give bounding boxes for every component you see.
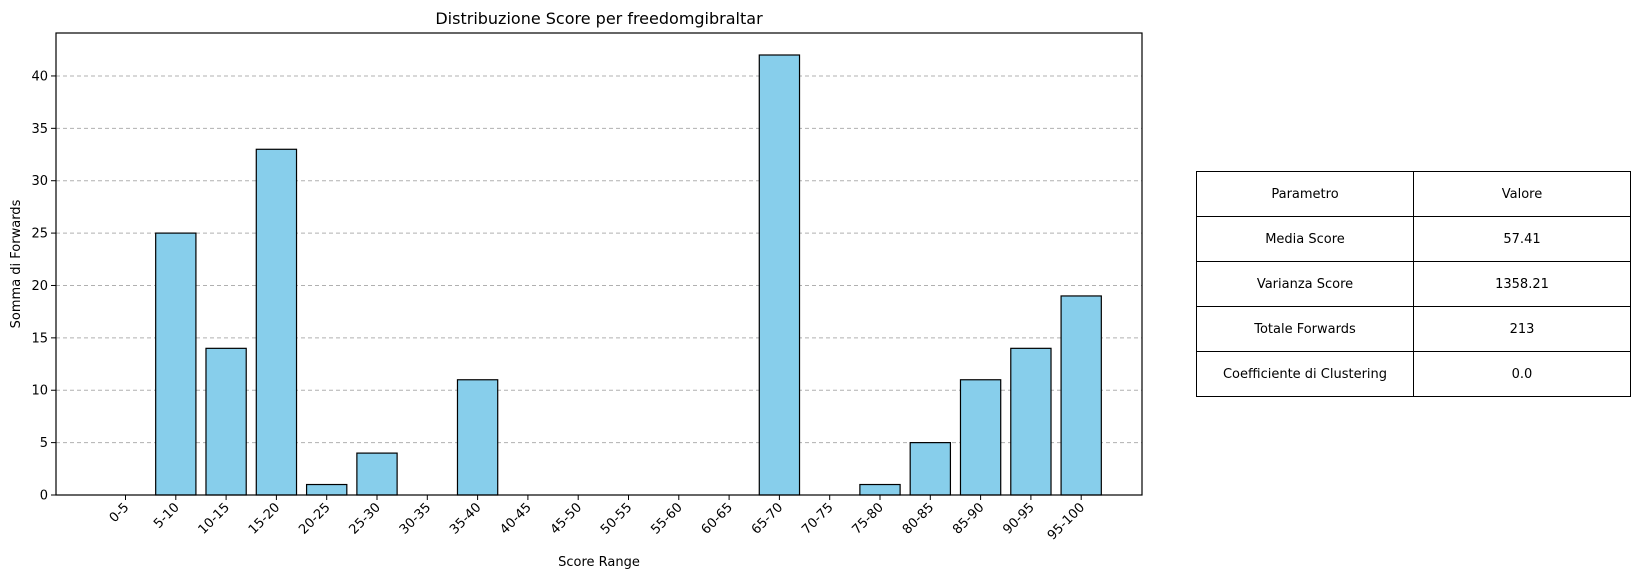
y-tick-label: 10 [31,384,48,399]
x-tick-label: 10-15 [196,500,233,537]
table-row: Varianza Score 1358.21 [1196,261,1631,307]
x-tick-label: 0-5 [107,500,133,526]
x-tick-label: 90-95 [1000,500,1037,537]
y-axis-ticks: 0 5 10 15 20 25 30 35 40 [31,69,56,504]
x-axis-label: Score Range [558,555,640,570]
x-tick-label: 55-60 [648,500,685,537]
bars [155,54,1102,496]
x-tick-label: 75-80 [850,500,887,537]
table-cell-param: Varianza Score [1196,261,1414,307]
x-tick-label: 40-45 [497,500,534,537]
x-tick-label: 5-10 [151,500,182,531]
table-row: Coefficiente di Clustering 0.0 [1196,351,1631,397]
x-tick-label: 80-85 [900,500,937,537]
y-tick-label: 0 [40,489,48,504]
bar-95-100 [1060,295,1102,496]
x-tick-label: 60-65 [699,500,736,537]
bar-35-40 [456,379,499,496]
y-tick-label: 15 [31,331,48,346]
bar-5-10 [155,232,197,496]
x-axis-ticks: 0-5 5-10 10-15 15-20 20-25 25-30 30-35 35-40 40-… [107,495,1088,543]
x-tick-label: 45-50 [548,500,585,537]
bar-65-70 [758,54,801,496]
y-tick-label: 25 [31,227,48,242]
x-tick-label: 30-35 [397,500,434,537]
plot-frame [55,32,1143,496]
bar-15-20 [255,148,298,496]
y-axis-label: Somma di Forwards [9,199,24,328]
y-tick-label: 20 [31,279,48,294]
bar-90-95 [1010,347,1052,496]
x-tick-label: 65-70 [749,500,786,537]
stats-table: Parametro Valore Media Score 57.41 Varia… [1196,171,1631,397]
x-tick-label: 35-40 [447,500,484,537]
bar-10-15 [205,347,247,496]
table-cell-param: Coefficiente di Clustering [1196,351,1414,397]
table-header-valore: Valore [1413,171,1631,217]
table-cell-value: 57.41 [1413,216,1631,262]
x-tick-label: 25-30 [347,500,384,537]
x-tick-label: 50-55 [598,500,635,537]
bar-85-90 [959,379,1002,496]
table-cell-param: Media Score [1196,216,1414,262]
chart-title: Distribuzione Score per freedomgibraltar [435,9,763,28]
table-header-row: Parametro Valore [1196,171,1631,217]
bar-80-85 [909,442,952,496]
x-tick-label: 85-90 [950,500,987,537]
table-row: Media Score 57.41 [1196,216,1631,262]
x-tick-label: 70-75 [799,500,836,537]
x-tick-label: 15-20 [246,500,283,537]
table-header-parametro: Parametro [1196,171,1414,217]
table-cell-value: 0.0 [1413,351,1631,397]
table-row: Totale Forwards 213 [1196,306,1631,352]
y-tick-label: 30 [31,174,48,189]
table-cell-value: 1358.21 [1413,261,1631,307]
x-tick-label: 20-25 [296,500,333,537]
table-cell-param: Totale Forwards [1196,306,1414,352]
bar-25-30 [356,452,398,496]
y-tick-label: 5 [40,436,48,451]
table-cell-value: 213 [1413,306,1631,352]
bar-75-80 [859,483,901,496]
x-tick-label: 95-100 [1045,500,1088,543]
bar-20-25 [305,483,348,496]
y-tick-label: 35 [31,122,48,137]
y-tick-label: 40 [31,69,48,84]
